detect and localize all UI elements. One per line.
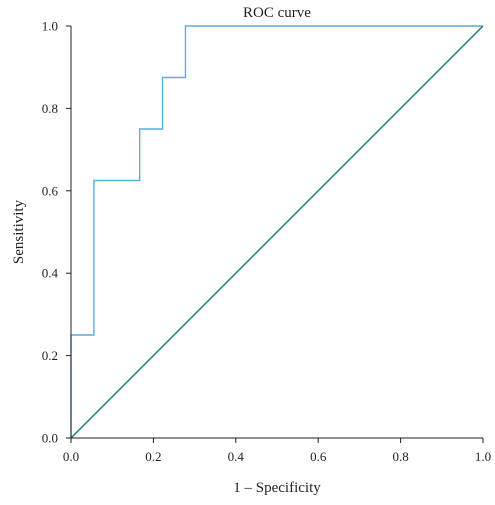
y-tick-label: 0.6 xyxy=(42,183,59,198)
y-axis-label: Sensitivity xyxy=(11,199,27,264)
x-tick-label: 0.4 xyxy=(228,449,245,464)
y-tick-label: 0.0 xyxy=(42,431,58,446)
x-tick-label: 0.6 xyxy=(310,449,327,464)
ticks-layer: 0.0 0.2 0.4 0.6 0.8 1.0 0.0 0.2 0.4 0.6 0.8 1.0 xyxy=(42,19,491,465)
chart-title: ROC curve xyxy=(243,5,311,21)
y-tick-label: 0.4 xyxy=(42,266,59,281)
y-tick-label: 0.2 xyxy=(42,348,58,363)
x-tick-label: 1.0 xyxy=(475,449,491,464)
x-tick-label: 0.2 xyxy=(145,449,161,464)
axes-layer xyxy=(70,26,483,439)
x-tick-label: 0.8 xyxy=(392,449,408,464)
y-tick-label: 1.0 xyxy=(42,19,58,34)
series-layer xyxy=(70,25,484,439)
roc-curve-line xyxy=(70,25,483,438)
x-tick-label: 0.0 xyxy=(63,449,79,464)
x-axis-label: 1 – Specificity xyxy=(233,480,321,496)
y-tick-label: 0.8 xyxy=(42,101,58,116)
reference-diagonal-line xyxy=(70,25,484,439)
